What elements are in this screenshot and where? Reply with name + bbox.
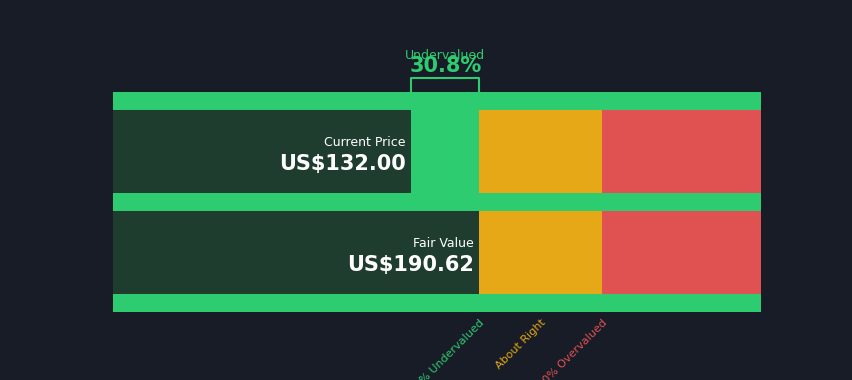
- Text: 20% Undervalued: 20% Undervalued: [408, 318, 486, 380]
- Text: Undervalued: Undervalued: [405, 49, 485, 62]
- Bar: [113, 193, 760, 211]
- Text: Current Price: Current Price: [324, 136, 406, 149]
- Text: 20% Overvalued: 20% Overvalued: [536, 318, 608, 380]
- Text: Fair Value: Fair Value: [412, 237, 474, 250]
- Bar: [479, 92, 602, 312]
- Text: 30.8%: 30.8%: [409, 56, 481, 76]
- Bar: [113, 294, 760, 312]
- Bar: [602, 92, 760, 312]
- Text: About Right: About Right: [493, 318, 547, 371]
- Bar: [113, 92, 479, 312]
- Bar: [113, 92, 760, 110]
- Text: US$132.00: US$132.00: [279, 154, 406, 174]
- Bar: [113, 211, 479, 294]
- Text: US$190.62: US$190.62: [347, 255, 474, 275]
- Bar: [113, 110, 411, 193]
